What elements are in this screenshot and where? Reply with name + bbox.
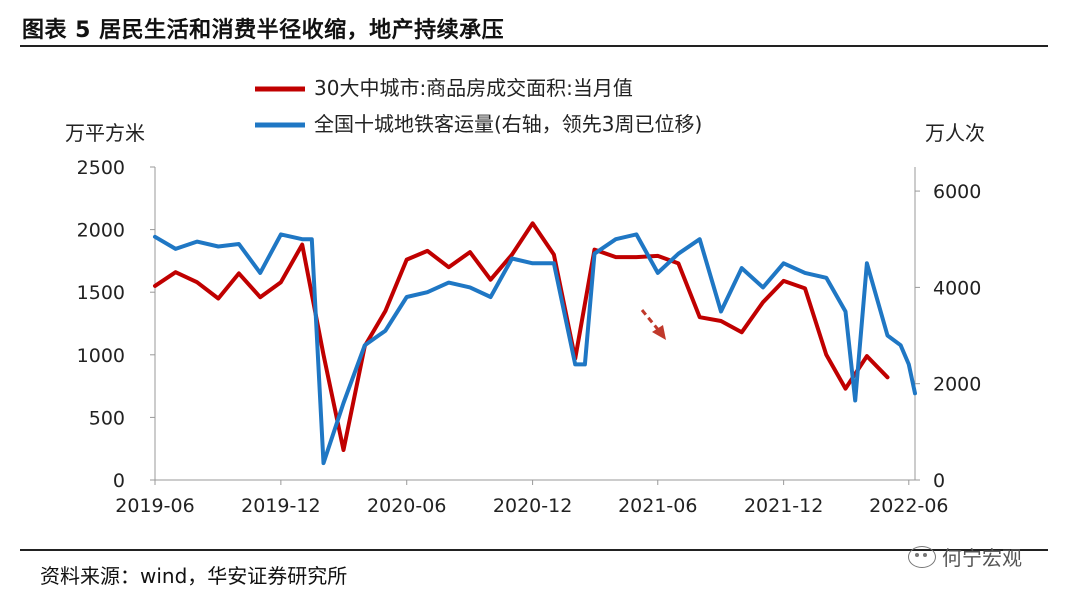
watermark-label: 何宁宏观 xyxy=(942,546,1022,570)
trend-arrow xyxy=(640,309,666,340)
x-tick-label: 2019-06 xyxy=(115,495,194,517)
axes-group: 0 500 1000 1500 2000 2500 0 2000 4000 6000 2019-06… xyxy=(65,121,985,517)
x-tick-label: 2020-12 xyxy=(493,495,572,517)
x-tick-label: 2019-12 xyxy=(241,495,320,517)
title-divider xyxy=(20,45,1048,47)
left-axis-unit: 万平方米 xyxy=(65,121,145,145)
line-chart: 0 500 1000 1500 2000 2500 0 2000 4000 6000 2019-06… xyxy=(65,76,985,517)
source-note: 资料来源：wind，华安证券研究所 xyxy=(40,564,348,588)
left-tick-label: 0 xyxy=(113,470,125,492)
right-tick-label: 4000 xyxy=(933,277,981,299)
legend-label: 30大中城市:商品房成交面积:当月值 xyxy=(314,76,633,100)
right-tick-label: 2000 xyxy=(933,374,981,396)
legend-label: 全国十城地铁客运量(右轴，领先3周已位移) xyxy=(314,112,702,136)
x-tick-label: 2021-12 xyxy=(744,495,823,517)
left-tick-label: 2500 xyxy=(77,157,125,179)
right-tick-label: 6000 xyxy=(933,181,981,203)
source-divider xyxy=(20,549,1048,551)
right-tick-label: 0 xyxy=(933,470,945,492)
left-tick-label: 1000 xyxy=(77,345,125,367)
x-tick-label: 2020-06 xyxy=(367,495,446,517)
left-tick-label: 2000 xyxy=(77,220,125,242)
left-tick-label: 1500 xyxy=(77,282,125,304)
figure-title: 图表 5 居民生活和消费半径收缩，地产持续承压 xyxy=(22,18,505,43)
left-tick-label: 500 xyxy=(89,407,125,429)
x-tick-label: 2021-06 xyxy=(618,495,697,517)
watermark: 何宁宏观 xyxy=(908,542,1022,571)
x-tick-label: 2022-06 xyxy=(869,495,948,517)
wechat-icon xyxy=(908,545,936,568)
series-line-metro-ridership xyxy=(153,232,917,466)
series-group xyxy=(153,221,917,466)
series-line-sales-area xyxy=(153,221,890,452)
right-axis-unit: 万人次 xyxy=(925,121,985,145)
